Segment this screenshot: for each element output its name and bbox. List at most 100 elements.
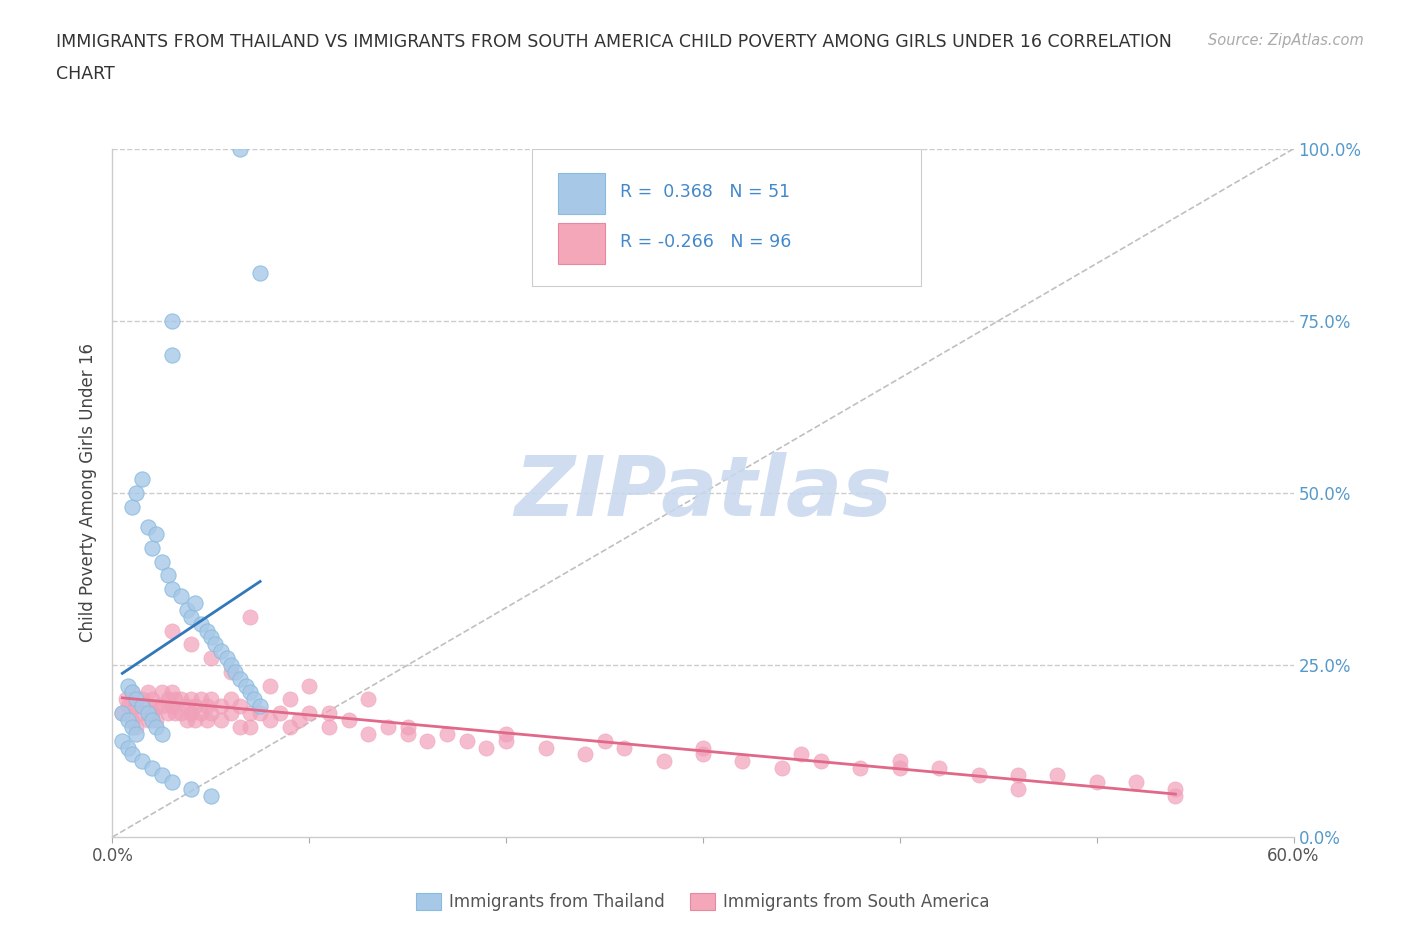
Point xyxy=(357,692,380,707)
Point xyxy=(318,720,340,735)
Point xyxy=(692,740,714,755)
Point xyxy=(456,733,478,748)
Point xyxy=(131,472,153,486)
Point xyxy=(235,678,257,693)
Point xyxy=(259,712,281,727)
Point xyxy=(141,540,163,555)
Point xyxy=(1164,781,1187,796)
Point xyxy=(1085,775,1108,790)
Point xyxy=(150,685,173,700)
Point xyxy=(121,499,143,514)
Point xyxy=(495,733,517,748)
Point xyxy=(125,485,148,500)
Y-axis label: Child Poverty Among Girls Under 16: Child Poverty Among Girls Under 16 xyxy=(79,343,97,643)
Point xyxy=(111,733,134,748)
Point xyxy=(269,706,291,721)
Point xyxy=(131,706,153,721)
Point xyxy=(1046,767,1069,782)
Point xyxy=(243,692,266,707)
Point xyxy=(160,685,183,700)
Point xyxy=(160,348,183,363)
Point xyxy=(150,726,173,741)
Point xyxy=(125,720,148,735)
Text: R = -0.266   N = 96: R = -0.266 N = 96 xyxy=(620,232,792,251)
Point xyxy=(141,761,163,776)
Bar xyxy=(558,223,605,264)
Point xyxy=(731,754,754,769)
Point xyxy=(165,692,187,707)
Point xyxy=(200,706,222,721)
Point xyxy=(160,775,183,790)
Point xyxy=(259,678,281,693)
Point xyxy=(219,706,242,721)
Point xyxy=(121,712,143,727)
Point xyxy=(195,698,218,713)
Point xyxy=(810,754,832,769)
Point xyxy=(475,740,498,755)
Point xyxy=(125,698,148,713)
Point xyxy=(298,678,321,693)
Point xyxy=(288,712,311,727)
Point xyxy=(190,692,212,707)
Point xyxy=(136,520,159,535)
Bar xyxy=(558,173,605,214)
Point xyxy=(219,664,242,679)
Point xyxy=(298,706,321,721)
Point xyxy=(357,726,380,741)
Point xyxy=(239,720,262,735)
Point xyxy=(117,678,139,693)
Point xyxy=(278,692,301,707)
Text: CHART: CHART xyxy=(56,65,115,83)
Point xyxy=(170,706,193,721)
Point xyxy=(184,595,207,610)
Point xyxy=(219,658,242,672)
Point xyxy=(229,720,252,735)
Point xyxy=(190,617,212,631)
Point xyxy=(160,313,183,328)
Point xyxy=(145,712,167,727)
Point xyxy=(150,554,173,569)
Point xyxy=(396,726,419,741)
Point xyxy=(176,603,198,618)
Point xyxy=(145,720,167,735)
Point xyxy=(156,706,179,721)
Point xyxy=(131,692,153,707)
Point xyxy=(239,706,262,721)
Point xyxy=(141,706,163,721)
Point xyxy=(200,630,222,644)
Text: R =  0.368   N = 51: R = 0.368 N = 51 xyxy=(620,183,790,201)
Text: Source: ZipAtlas.com: Source: ZipAtlas.com xyxy=(1208,33,1364,47)
Point xyxy=(849,761,872,776)
Point xyxy=(889,754,911,769)
Point xyxy=(200,651,222,666)
Point xyxy=(204,637,226,652)
Point xyxy=(229,698,252,713)
Point xyxy=(1007,781,1029,796)
Point xyxy=(131,698,153,713)
Point xyxy=(229,141,252,156)
Point xyxy=(574,747,596,762)
Point xyxy=(131,754,153,769)
Point xyxy=(180,706,202,721)
Point xyxy=(1007,767,1029,782)
Point xyxy=(125,692,148,707)
Point xyxy=(613,740,636,755)
Point xyxy=(117,740,139,755)
Point xyxy=(170,589,193,604)
Point xyxy=(145,698,167,713)
Point xyxy=(160,582,183,597)
Point xyxy=(215,651,238,666)
Point xyxy=(1125,775,1147,790)
Point xyxy=(160,698,183,713)
Point xyxy=(249,265,271,280)
Point xyxy=(377,720,399,735)
Point xyxy=(180,609,202,624)
Point xyxy=(200,692,222,707)
Point xyxy=(121,685,143,700)
Point xyxy=(165,706,187,721)
Point xyxy=(136,706,159,721)
Point xyxy=(184,698,207,713)
Point xyxy=(184,712,207,727)
Point xyxy=(967,767,990,782)
Point xyxy=(224,664,246,679)
